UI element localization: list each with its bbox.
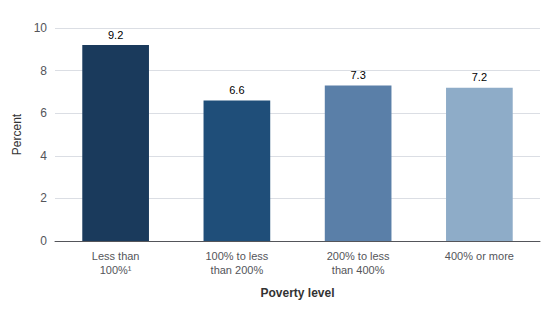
svg-text:4: 4	[40, 149, 47, 163]
svg-text:6.6: 6.6	[229, 84, 244, 96]
svg-text:400% or more: 400% or more	[445, 250, 514, 262]
svg-text:9.2: 9.2	[108, 29, 123, 41]
svg-text:6: 6	[40, 106, 47, 120]
svg-text:2: 2	[40, 191, 47, 205]
svg-text:Poverty level: Poverty level	[260, 286, 334, 300]
svg-text:10: 10	[34, 21, 48, 35]
svg-text:100% to less: 100% to less	[205, 250, 268, 262]
svg-text:7.2: 7.2	[472, 71, 487, 83]
svg-text:8: 8	[40, 64, 47, 78]
svg-text:than 400%: than 400%	[332, 264, 385, 276]
svg-text:than 200%: than 200%	[211, 264, 264, 276]
svg-text:Less than: Less than	[92, 250, 140, 262]
svg-text:7.3: 7.3	[350, 69, 365, 81]
svg-text:Percent: Percent	[10, 113, 24, 155]
svg-text:200% to less: 200% to less	[327, 250, 390, 262]
svg-text:100%¹: 100%¹	[100, 264, 132, 276]
svg-text:0: 0	[40, 234, 47, 248]
